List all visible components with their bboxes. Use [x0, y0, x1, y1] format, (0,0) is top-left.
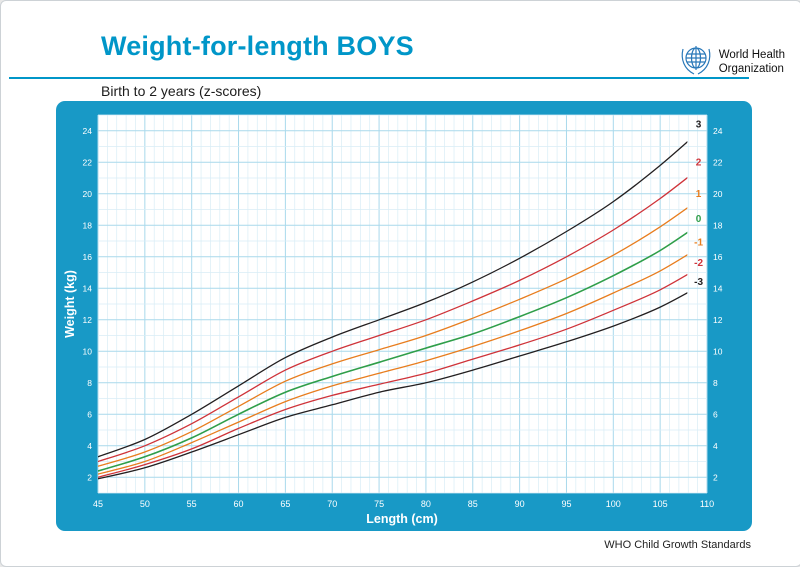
svg-text:-2: -2 [694, 258, 703, 269]
svg-text:-1: -1 [694, 238, 703, 249]
svg-text:70: 70 [327, 499, 337, 509]
svg-text:4: 4 [87, 441, 92, 451]
svg-text:12: 12 [83, 315, 93, 325]
svg-text:8: 8 [87, 378, 92, 388]
svg-text:10: 10 [83, 346, 93, 356]
svg-text:85: 85 [468, 499, 478, 509]
svg-text:1: 1 [696, 189, 702, 200]
svg-text:50: 50 [140, 499, 150, 509]
svg-text:2: 2 [87, 472, 92, 482]
who-emblem-icon [679, 43, 713, 82]
svg-text:4: 4 [713, 441, 718, 451]
svg-text:16: 16 [713, 252, 723, 262]
who-logo-line2: Organization [718, 62, 784, 75]
who-logo-text: World Health Organization [719, 49, 785, 75]
svg-text:14: 14 [83, 283, 93, 293]
svg-text:2: 2 [713, 472, 718, 482]
svg-text:105: 105 [653, 499, 668, 509]
svg-text:80: 80 [421, 499, 431, 509]
svg-text:90: 90 [515, 499, 525, 509]
svg-text:100: 100 [606, 499, 621, 509]
svg-text:22: 22 [713, 157, 723, 167]
page-subtitle: Birth to 2 years (z-scores) [101, 83, 262, 99]
svg-text:18: 18 [713, 220, 723, 230]
svg-text:10: 10 [713, 346, 723, 356]
chart-panel: 3 2 1 0 -1 -2 -3 2 2 4 4 6 6 8 8 10 10 12 12 14 14 16 16 18 18 20… [56, 101, 752, 531]
svg-text:14: 14 [713, 283, 723, 293]
y-axis-label: Weight (kg) [63, 270, 77, 338]
svg-text:75: 75 [374, 499, 384, 509]
svg-text:-3: -3 [694, 277, 703, 288]
svg-text:6: 6 [713, 409, 718, 419]
svg-text:6: 6 [87, 409, 92, 419]
svg-text:24: 24 [713, 126, 723, 136]
svg-text:2: 2 [696, 157, 702, 168]
x-axis-label: Length (cm) [366, 512, 438, 526]
svg-text:12: 12 [713, 315, 723, 325]
svg-text:18: 18 [83, 220, 93, 230]
svg-text:24: 24 [83, 126, 93, 136]
svg-text:0: 0 [696, 214, 702, 225]
svg-text:16: 16 [83, 252, 93, 262]
footer-note: WHO Child Growth Standards [604, 539, 751, 551]
svg-text:20: 20 [713, 189, 723, 199]
svg-text:60: 60 [234, 499, 244, 509]
svg-text:95: 95 [561, 499, 571, 509]
who-logo: World Health Organization [679, 43, 785, 82]
svg-text:65: 65 [280, 499, 290, 509]
page-title: Weight-for-length BOYS [101, 31, 414, 61]
svg-text:55: 55 [187, 499, 197, 509]
svg-text:110: 110 [700, 499, 714, 509]
svg-text:20: 20 [83, 189, 93, 199]
title-rule [9, 77, 749, 79]
svg-text:22: 22 [83, 157, 93, 167]
who-logo-line1: World Health [718, 49, 785, 62]
svg-text:45: 45 [93, 499, 103, 509]
svg-text:3: 3 [696, 119, 702, 130]
svg-text:8: 8 [713, 378, 718, 388]
